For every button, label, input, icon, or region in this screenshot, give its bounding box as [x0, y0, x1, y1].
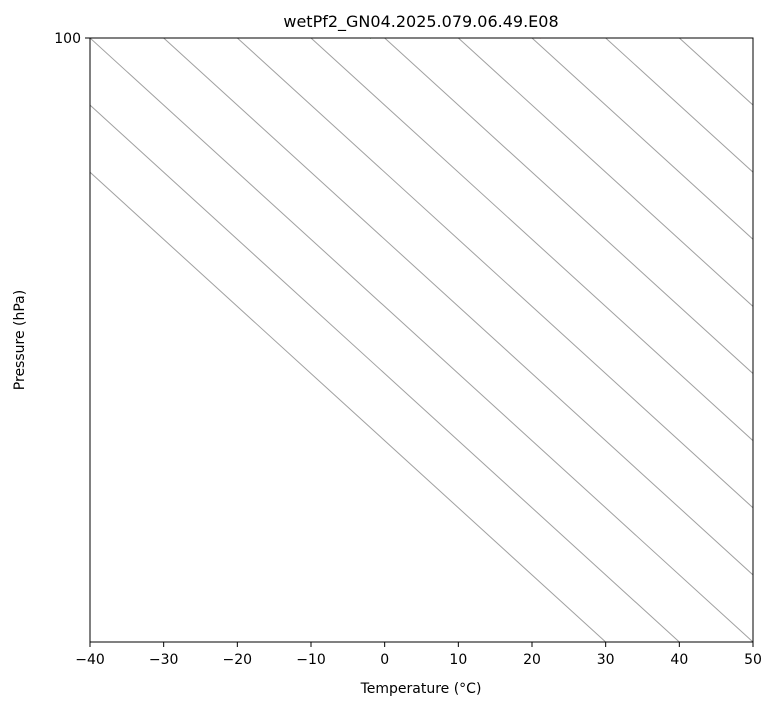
x-tick-label: −20 — [223, 652, 253, 668]
isotherm-line — [163, 38, 753, 576]
x-tick-label: 40 — [670, 652, 688, 668]
y-axis-label: Pressure (hPa) — [12, 290, 28, 390]
isotherm-line — [384, 38, 753, 375]
isotherm-line — [457, 38, 753, 308]
isotherm-line — [236, 38, 753, 509]
y-tick-label: 100 — [54, 31, 81, 47]
chart-title: wetPf2_GN04.2025.079.06.49.E08 — [283, 12, 558, 32]
x-tick-label: 30 — [597, 652, 615, 668]
isotherm-line — [310, 38, 753, 442]
x-tick-label: 10 — [449, 652, 467, 668]
x-axis-label: Temperature (°C) — [360, 681, 482, 697]
isotherm-line — [605, 38, 753, 173]
background-lines — [90, 38, 753, 642]
isotherm-line — [90, 38, 753, 642]
x-tick-label: 0 — [380, 652, 389, 668]
axes: −40−30−20−100102030405010009008007006005… — [54, 31, 762, 668]
x-tick-label: −40 — [75, 652, 105, 668]
x-tick-label: −10 — [296, 652, 326, 668]
x-tick-label: −30 — [149, 652, 179, 668]
x-tick-label: 20 — [523, 652, 541, 668]
x-tick-label: 50 — [744, 652, 762, 668]
isotherm-line — [90, 171, 607, 642]
isotherm-line — [90, 104, 680, 642]
plot-frame — [89, 37, 754, 643]
isotherm-line — [531, 38, 753, 241]
